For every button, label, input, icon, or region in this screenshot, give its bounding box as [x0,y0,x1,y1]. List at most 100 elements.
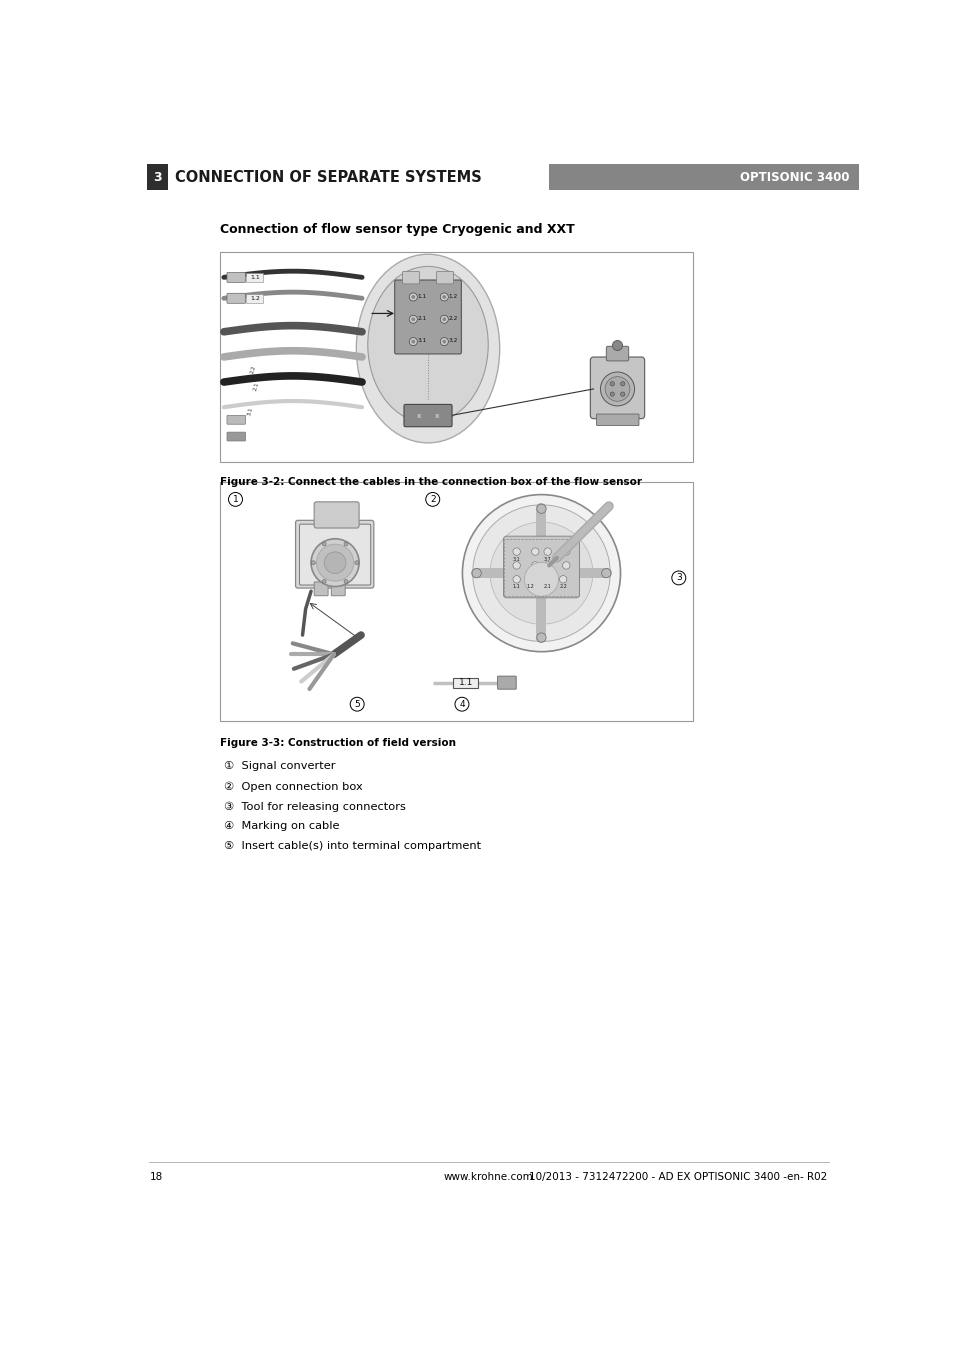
Bar [147,165,168,190]
Circle shape [409,338,416,346]
Text: www.krohne.com: www.krohne.com [443,1173,534,1182]
Circle shape [513,562,519,569]
Circle shape [601,569,610,578]
Text: 1.2: 1.2 [526,585,534,589]
Text: Figure 3-2: Connect the cables in the connection box of the flow sensor: Figure 3-2: Connect the cables in the co… [220,477,641,488]
Bar [453,678,477,688]
Ellipse shape [368,266,488,423]
FancyBboxPatch shape [314,501,358,528]
Circle shape [409,315,416,323]
Text: ④  Marking on cable: ④ Marking on cable [224,821,339,831]
Circle shape [543,549,551,555]
Circle shape [462,494,619,651]
FancyBboxPatch shape [503,536,578,597]
Text: 2.2: 2.2 [558,585,566,589]
Circle shape [344,542,348,546]
FancyBboxPatch shape [295,520,374,588]
Text: ①  Signal converter: ① Signal converter [224,761,335,771]
FancyBboxPatch shape [596,413,639,426]
FancyBboxPatch shape [403,404,452,427]
FancyBboxPatch shape [395,280,461,354]
FancyBboxPatch shape [227,432,245,440]
Text: OPTISONIC 3400: OPTISONIC 3400 [739,170,848,184]
Circle shape [537,632,545,642]
Circle shape [409,293,416,301]
Circle shape [472,505,610,642]
FancyBboxPatch shape [246,295,263,303]
FancyBboxPatch shape [497,676,516,689]
Text: 3: 3 [153,170,162,184]
Circle shape [311,561,315,565]
Text: 1: 1 [233,494,238,504]
FancyBboxPatch shape [227,415,245,424]
Circle shape [513,549,519,555]
Circle shape [604,377,629,401]
FancyBboxPatch shape [314,582,328,596]
Circle shape [524,562,558,596]
Circle shape [411,339,415,343]
Text: 1.2: 1.2 [448,293,457,299]
Text: ②  Open connection box: ② Open connection box [224,781,362,792]
Circle shape [610,392,614,396]
Text: 1.1: 1.1 [417,293,426,299]
Bar [220,253,692,462]
Circle shape [439,338,448,346]
Circle shape [411,317,415,322]
FancyBboxPatch shape [227,273,245,282]
Circle shape [439,315,448,323]
Circle shape [472,569,481,578]
Text: 2.2: 2.2 [249,365,256,374]
Bar [220,482,692,721]
Circle shape [531,562,538,569]
Text: 3.1: 3.1 [417,338,426,343]
Text: 2: 2 [430,494,436,504]
Circle shape [442,317,446,322]
Ellipse shape [356,254,499,443]
Text: Figure 3-3: Construction of field version: Figure 3-3: Construction of field versio… [220,738,456,748]
Text: 2.2: 2.2 [448,316,457,322]
FancyBboxPatch shape [246,273,263,282]
Text: 3.1: 3.1 [513,557,520,562]
Circle shape [344,580,348,584]
Text: 2.1: 2.1 [417,316,426,322]
Circle shape [562,562,569,569]
Circle shape [490,521,592,624]
Circle shape [526,576,534,584]
Circle shape [442,295,446,299]
Text: 10/2013 - 7312472200 - AD EX OPTISONIC 3400 -en- R02: 10/2013 - 7312472200 - AD EX OPTISONIC 3… [529,1173,827,1182]
Bar [549,165,858,190]
Circle shape [439,293,448,301]
Text: 3.2: 3.2 [448,338,457,343]
Circle shape [619,381,624,386]
Circle shape [513,576,519,584]
Text: Connection of flow sensor type Cryogenic and XXT: Connection of flow sensor type Cryogenic… [220,223,574,236]
Text: 1.1: 1.1 [513,585,520,589]
Circle shape [543,562,551,569]
Text: 1.2: 1.2 [250,296,259,301]
Circle shape [619,392,624,396]
Circle shape [531,549,538,555]
Text: 4: 4 [458,700,464,709]
Circle shape [562,549,569,555]
Text: CONNECTION OF SEPARATE SYSTEMS: CONNECTION OF SEPARATE SYSTEMS [174,170,481,185]
Circle shape [324,553,346,573]
Text: 1.1: 1.1 [250,274,259,280]
Circle shape [442,339,446,343]
Text: x: x [416,412,420,419]
Bar [504,539,578,596]
FancyBboxPatch shape [299,524,371,585]
Text: 2.1: 2.1 [543,585,551,589]
Text: x: x [435,412,439,419]
Text: ⑤  Insert cable(s) into terminal compartment: ⑤ Insert cable(s) into terminal compartm… [224,842,480,851]
Circle shape [322,580,326,584]
Circle shape [311,539,358,586]
Text: 1.1: 1.1 [458,678,473,688]
Text: ③  Tool for releasing connectors: ③ Tool for releasing connectors [224,801,405,812]
Text: 5: 5 [354,700,359,709]
FancyBboxPatch shape [402,272,419,284]
Circle shape [537,504,545,513]
Circle shape [599,372,634,405]
FancyBboxPatch shape [590,357,644,419]
Text: 18: 18 [150,1173,163,1182]
Text: 3.7: 3.7 [543,557,551,562]
